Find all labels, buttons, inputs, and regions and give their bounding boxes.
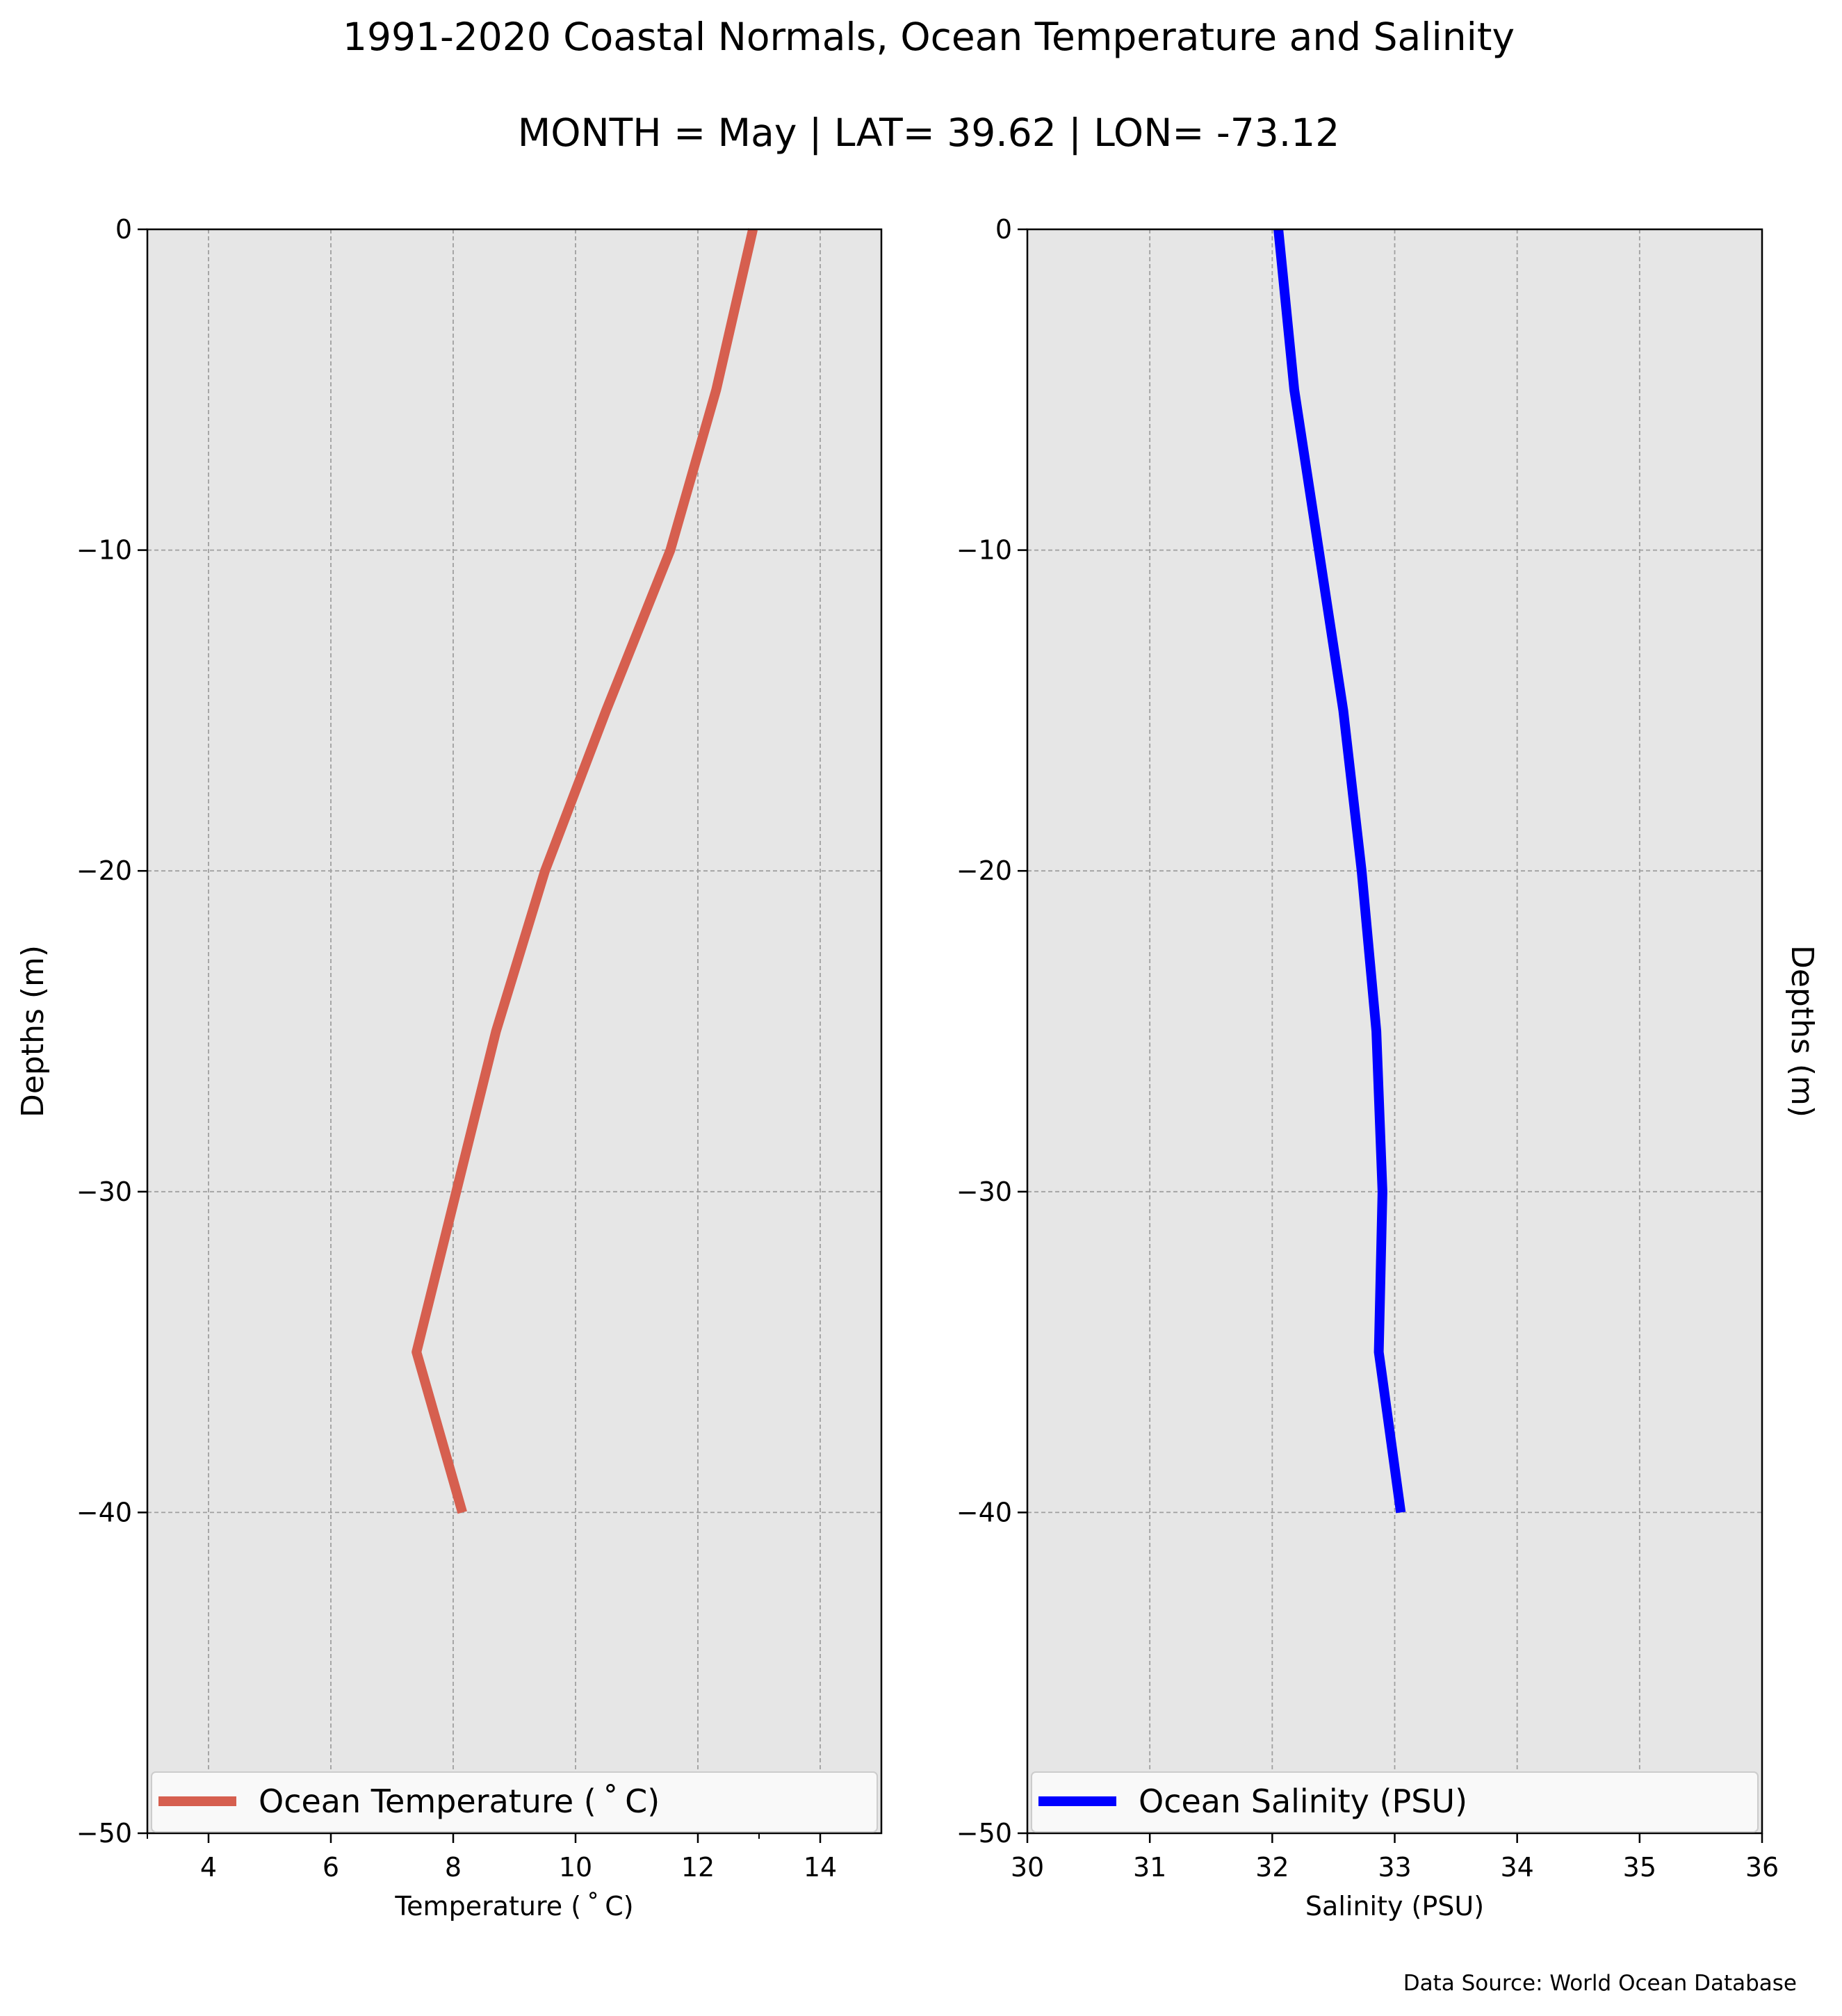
- x-tick-label: 30: [1011, 1852, 1044, 1883]
- x-tick-label: 32: [1255, 1852, 1289, 1883]
- salinity-legend: Ocean Salinity (PSU): [1031, 1771, 1759, 1833]
- temperature-y-axis-label: Depths (m): [15, 945, 51, 1117]
- x-tick-label: 12: [681, 1852, 715, 1883]
- y-tick-label: −10: [956, 535, 1012, 566]
- y-tick-label: −30: [76, 1177, 132, 1207]
- x-tick-label: 36: [1745, 1852, 1779, 1883]
- temperature-legend-box: [151, 1771, 878, 1833]
- y-tick-label: −20: [76, 855, 132, 886]
- chart-subtitle: MONTH = May | LAT= 39.62 | LON= -73.12: [518, 110, 1339, 156]
- temperature-series-line: [411, 228, 758, 1514]
- x-tick-label: 14: [804, 1852, 837, 1883]
- salinity-series-line: [1273, 229, 1406, 1514]
- salinity-y-axis-label: Depths (m): [1784, 945, 1820, 1117]
- y-tick-label: −40: [76, 1497, 132, 1527]
- x-tick-label: 8: [445, 1852, 462, 1883]
- salinity-ticks: 30 31 32 33 34 35 36 0 −10 −20 −30 −40 −50: [956, 214, 1779, 1883]
- temperature-panel: 4 6 8 10 12 14 0 −10 −20 −30 −40 −50 Ocean Temperat…: [15, 214, 883, 1921]
- x-tick-label: 35: [1623, 1852, 1656, 1883]
- x-tick-label: 31: [1133, 1852, 1166, 1883]
- y-tick-label: −20: [956, 855, 1012, 886]
- y-tick-label: −30: [956, 1177, 1012, 1207]
- temperature-legend-label: Ocean Temperature ( ˚ C): [259, 1783, 660, 1820]
- y-tick-label: −10: [76, 535, 132, 566]
- salinity-panel: 30 31 32 33 34 35 36 0 −10 −20 −30 −40 −50 Ocean Sal…: [956, 214, 1820, 1921]
- chart-title: 1991-2020 Coastal Normals, Ocean Tempera…: [343, 15, 1515, 59]
- salinity-legend-label: Ocean Salinity (PSU): [1139, 1783, 1467, 1820]
- x-tick-label: 4: [200, 1852, 217, 1883]
- salinity-gridlines: [1027, 229, 1762, 1833]
- temperature-x-axis-label: Temperature ( ˚ C): [394, 1891, 633, 1921]
- x-tick-label: 33: [1378, 1852, 1411, 1883]
- salinity-legend-box: [1031, 1771, 1759, 1833]
- temperature-ticks: 4 6 8 10 12 14 0 −10 −20 −30 −40 −50: [76, 214, 837, 1883]
- y-tick-label: −50: [956, 1818, 1012, 1849]
- y-tick-label: −40: [956, 1497, 1012, 1527]
- x-tick-label: 10: [559, 1852, 592, 1883]
- temperature-plot-area: [147, 229, 881, 1833]
- data-source-footer: Data Source: World Ocean Database: [1403, 1971, 1797, 1996]
- temperature-gridlines: [147, 229, 881, 1833]
- x-tick-label: 34: [1500, 1852, 1533, 1883]
- salinity-x-axis-label: Salinity (PSU): [1305, 1891, 1484, 1921]
- temperature-plot-frame: [146, 228, 883, 1835]
- y-tick-label: 0: [115, 214, 132, 245]
- y-tick-label: 0: [995, 214, 1012, 245]
- x-tick-label: 6: [323, 1852, 339, 1883]
- temperature-legend: Ocean Temperature ( ˚ C): [151, 1771, 878, 1833]
- y-tick-label: −50: [76, 1818, 132, 1849]
